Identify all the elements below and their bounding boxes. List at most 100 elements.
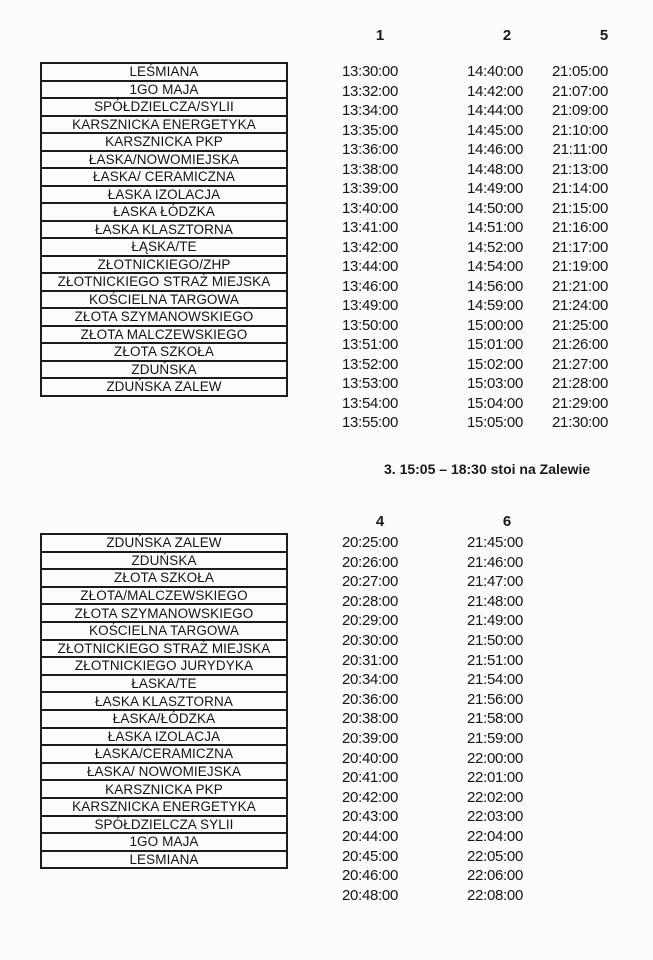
departure-time-cell: 13:49:00: [342, 297, 398, 314]
departure-time-cell: 20:25:00: [342, 534, 398, 551]
departure-time-cell: 14:50:00: [467, 199, 523, 217]
departure-time-cell: 20:26:00: [342, 553, 398, 571]
departure-time-cell: 13:34:00: [342, 102, 398, 119]
departure-time-cell: 20:48:00: [342, 886, 398, 904]
departure-time-cell: 21:51:00: [467, 651, 523, 669]
departure-time-cell: 21:05:00: [552, 63, 608, 80]
departure-time-cell: 13:30:00: [342, 63, 398, 80]
departure-time-cell: 21:24:00: [552, 297, 608, 314]
departure-time-cell: 21:15:00: [552, 199, 608, 217]
stop-name-column: ZDUŃSKA ZALEW ZDUŃSKA ZŁOTA SZKOŁA ZŁOTA/MA…: [40, 533, 288, 870]
stop-name-column: LEŚMIANA 1GO MAJA SPÓŁDZIELCZA/SYLII KARSZN…: [40, 62, 288, 397]
stop-name-cell: ZŁOTA SZYMANOWSKIEGO: [40, 307, 288, 327]
departure-time-cell: 20:39:00: [342, 729, 398, 747]
departure-time-cell: 21:09:00: [552, 102, 608, 119]
stop-name-cell: ZŁOTA MALCZEWSKIEGO: [40, 324, 288, 344]
departure-time-cell: 21:13:00: [552, 160, 608, 178]
departure-time-cell: 13:38:00: [342, 160, 398, 178]
route-header-6: 6: [502, 513, 512, 530]
times-column-route-5: 21:05:00 21:07:00 21:09:00 21:10:00 21:11:00…: [540, 62, 620, 433]
departure-time-cell: 20:42:00: [342, 788, 398, 806]
departure-time-cell: 14:49:00: [467, 180, 523, 197]
stop-name-cell: ŁASKA/ CERAMICZNA: [40, 167, 288, 187]
route-header-4: 4: [375, 513, 385, 530]
departure-time-cell: 14:56:00: [467, 277, 523, 295]
departure-time-cell: 14:52:00: [467, 238, 523, 256]
departure-time-cell: 14:59:00: [467, 297, 523, 314]
departure-time-cell: 20:45:00: [342, 847, 398, 865]
departure-time-cell: 22:04:00: [467, 827, 523, 845]
departure-time-cell: 22:08:00: [467, 886, 523, 904]
schedule-note: 3. 15:05 – 18:30 stoi na Zalewie: [384, 461, 591, 477]
departure-time-cell: 22:00:00: [467, 749, 523, 767]
departure-time-cell: 13:35:00: [342, 121, 398, 139]
departure-time-cell: 20:31:00: [342, 651, 398, 669]
departure-time-cell: 14:42:00: [467, 82, 523, 100]
stop-name-cell: KARSZNICKA ENERGETYKA: [40, 796, 288, 817]
departure-time-cell: 15:01:00: [467, 336, 523, 353]
departure-time-cell: 20:41:00: [342, 769, 398, 787]
stop-name-cell: ZŁOTA SZYMANOWSKIEGO: [40, 603, 288, 623]
departure-time-cell: 15:00:00: [467, 316, 523, 334]
departure-time-cell: 14:44:00: [467, 102, 523, 119]
timetable-upper: LEŚMIANA 1GO MAJA SPÓŁDZIELCZA/SYLII KARSZN…: [0, 62, 653, 434]
departure-time-cell: 21:17:00: [552, 238, 608, 256]
stop-name-cell: ZDUŃSKA ZALEW: [40, 377, 288, 397]
times-column-route-2: 14:40:00 14:42:00 14:44:00 14:45:00 14:46:00…: [447, 62, 543, 433]
stop-name-cell: ZŁOTNICKIEGO STRAŻ MIEJSKA: [40, 638, 288, 659]
departure-time-cell: 21:48:00: [467, 592, 523, 610]
departure-time-cell: 22:03:00: [467, 808, 523, 826]
departure-time-cell: 15:05:00: [467, 414, 523, 431]
departure-time-cell: 14:51:00: [467, 219, 523, 236]
departure-time-cell: 22:02:00: [467, 788, 523, 806]
departure-time-cell: 14:46:00: [467, 141, 523, 158]
departure-time-cell: 13:52:00: [342, 355, 398, 373]
departure-time-cell: 21:16:00: [552, 219, 608, 236]
departure-time-cell: 21:11:00: [552, 141, 608, 158]
departure-time-cell: 21:07:00: [552, 82, 608, 100]
departure-time-cell: 21:29:00: [552, 394, 608, 412]
departure-time-cell: 13:32:00: [342, 82, 398, 100]
departure-time-cell: 21:21:00: [552, 277, 608, 295]
stop-name-cell: KOŚCIELNA TARGOWA: [40, 620, 288, 641]
timetable-lower: ZDUŃSKA ZALEW ZDUŃSKA ZŁOTA SZKOŁA ZŁOTA/MA…: [0, 533, 653, 907]
departure-time-cell: 20:44:00: [342, 827, 398, 845]
departure-time-cell: 14:48:00: [467, 160, 523, 178]
departure-time-cell: 20:28:00: [342, 592, 398, 610]
departure-time-cell: 13:41:00: [342, 219, 398, 236]
departure-time-cell: 21:28:00: [552, 375, 608, 392]
route-header-5: 5: [599, 27, 609, 44]
stop-name-cell: SPÓŁDZIELCZA/SYLII: [40, 97, 288, 117]
departure-time-cell: 22:01:00: [467, 769, 523, 787]
times-column-route-4: 20:25:00 20:26:00 20:27:00 20:28:00 20:29:00…: [322, 533, 418, 905]
stop-name-cell: ZDUŃSKA: [40, 359, 288, 379]
departure-time-cell: 21:14:00: [552, 180, 608, 197]
departure-time-cell: 21:10:00: [552, 121, 608, 139]
departure-time-cell: 21:25:00: [552, 316, 608, 334]
stop-name-cell: KARSZNICKA ENERGETYKA: [40, 114, 288, 134]
departure-time-cell: 13:36:00: [342, 141, 398, 158]
stop-name-cell: ŁASKA/ŁÓDZKA: [40, 708, 288, 729]
departure-time-cell: 21:56:00: [467, 690, 523, 708]
departure-time-cell: 15:02:00: [467, 355, 523, 373]
departure-time-cell: 13:44:00: [342, 258, 398, 275]
departure-time-cell: 20:34:00: [342, 671, 398, 689]
departure-time-cell: 20:38:00: [342, 710, 398, 728]
departure-time-cell: 13:39:00: [342, 180, 398, 197]
times-column-route-1: 13:30:00 13:32:00 13:34:00 13:35:00 13:36:00…: [322, 62, 418, 433]
times-column-route-6: 21:45:00 21:46:00 21:47:00 21:48:00 21:49:00…: [447, 533, 543, 905]
departure-time-cell: 14:54:00: [467, 258, 523, 275]
departure-time-cell: 13:53:00: [342, 375, 398, 392]
departure-time-cell: 21:19:00: [552, 258, 608, 275]
departure-time-cell: 21:58:00: [467, 710, 523, 728]
departure-time-cell: 13:55:00: [342, 414, 398, 431]
stop-name-cell: ZŁOTNICKIEGO JURYDYKA: [40, 656, 288, 676]
stop-name-cell: ŁASKA IZOLACJA: [40, 726, 288, 747]
departure-time-cell: 14:40:00: [467, 63, 523, 80]
departure-time-cell: 20:36:00: [342, 690, 398, 708]
departure-time-cell: 21:59:00: [467, 729, 523, 747]
departure-time-cell: 13:42:00: [342, 238, 398, 256]
route-header-1: 1: [375, 27, 385, 44]
departure-time-cell: 21:50:00: [467, 631, 523, 649]
